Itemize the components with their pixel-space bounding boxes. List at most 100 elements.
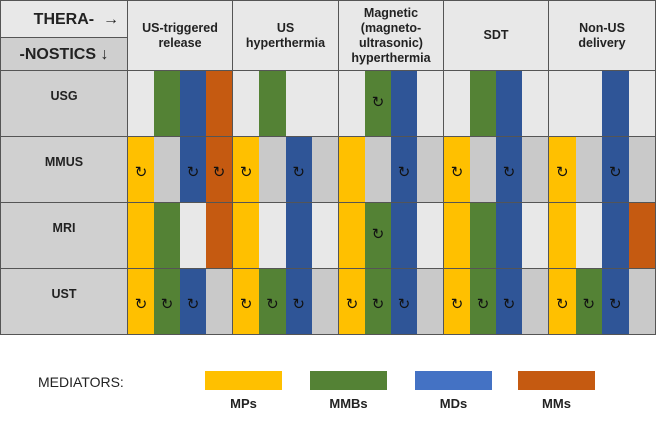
matrix-cell: ↻ ↻ ↻	[232, 268, 339, 335]
therapy-header: Magnetic (magneto-ultrasonic) hyperthermia	[338, 0, 444, 71]
legend-swatch-mds	[415, 371, 492, 390]
mediator-bar-mps: ↻	[128, 137, 154, 202]
cycle-icon: ↻	[397, 295, 411, 313]
legend-title: MEDIATORS:	[38, 374, 124, 390]
cycle-icon: ↻	[212, 163, 226, 181]
cycle-icon: ↻	[239, 295, 253, 313]
cycle-icon: ↻	[608, 295, 622, 313]
mediator-bar-mds: ↻	[602, 137, 629, 202]
legend-label: MMBs	[329, 396, 368, 411]
arrow-down-icon: ↓	[100, 45, 109, 63]
legend-label: MPs	[230, 396, 257, 411]
therapy-header-line: Magnetic	[363, 5, 419, 20]
corner-thera: THERA- →	[0, 0, 128, 38]
matrix-cell: ↻	[338, 136, 444, 203]
matrix-cell	[127, 70, 233, 137]
matrix-cell: ↻ ↻ ↻	[548, 268, 656, 335]
mediator-bar-mmbs: ↻	[365, 203, 391, 268]
mediator-bar-mmbs	[154, 71, 180, 136]
mediator-bar-mms	[206, 71, 232, 136]
cycle-icon: ↻	[186, 163, 200, 181]
matrix-cell: ↻ ↻ ↻	[127, 268, 233, 335]
diagnostic-label: UST	[0, 268, 128, 335]
mediator-bar-mds	[391, 71, 417, 136]
mediator-bar-mds: ↻	[496, 137, 522, 202]
cycle-icon: ↻	[266, 295, 279, 313]
cycle-icon: ↻	[134, 295, 148, 313]
mediator-bar-mds	[602, 71, 629, 136]
mediator-bar-mds	[602, 203, 629, 268]
mediator-bar-mmbs	[259, 71, 286, 136]
cycle-icon: ↻	[371, 295, 385, 313]
mediator-bar-mps	[444, 203, 470, 268]
matrix-cell: ↻ ↻	[443, 136, 549, 203]
mediator-bar-mds	[496, 71, 522, 136]
mediator-bar-mps	[128, 203, 154, 268]
mediator-bar-mps	[339, 203, 365, 268]
legend-swatch-mmbs	[310, 371, 387, 390]
matrix-cell	[548, 70, 656, 137]
cycle-icon: ↻	[371, 93, 385, 111]
legend-swatch-mms	[518, 371, 595, 390]
mediator-bar-mds: ↻	[391, 137, 417, 202]
nostics-label: -NOSTICS	[19, 45, 96, 63]
therapy-header: SDT	[443, 0, 549, 71]
therapy-header-line: ultrasonic)	[359, 35, 423, 50]
mediator-bar-mds	[285, 203, 312, 268]
matrix-cell	[443, 202, 549, 269]
mediator-bar-mmbs: ↻	[154, 269, 180, 334]
mediator-bar-mps: ↻	[128, 269, 154, 334]
mediator-bar-mps: ↻	[444, 269, 470, 334]
therapy-header-line: hyperthermia	[351, 50, 431, 65]
cycle-icon: ↻	[134, 163, 148, 181]
legend-swatch-mps	[205, 371, 282, 390]
matrix-cell: ↻	[338, 202, 444, 269]
cycle-icon: ↻	[371, 225, 385, 243]
arrow-right-icon: →	[103, 10, 119, 28]
therapy-header-line: US	[276, 20, 295, 35]
cycle-icon: ↻	[345, 295, 359, 313]
mediator-bar-mds: ↻	[180, 137, 206, 202]
mediator-bar-mps: ↻	[233, 137, 260, 202]
matrix-cell	[548, 202, 656, 269]
mediator-bar-mps	[549, 203, 576, 268]
mediator-bar-mps: ↻	[549, 137, 576, 202]
mediator-bar-mps: ↻	[549, 269, 576, 334]
mediator-bar-mds	[391, 203, 417, 268]
mediator-bar-mds: ↻	[496, 269, 522, 334]
therapy-header-line: SDT	[483, 28, 509, 42]
mediator-bar-mds	[496, 203, 522, 268]
matrix-cell: ↻	[338, 70, 444, 137]
therapy-header-line: hyperthermia	[245, 35, 326, 50]
thera-label: THERA-	[33, 10, 95, 28]
therapy-header: US-triggered release	[127, 0, 233, 71]
therapy-header: US hyperthermia	[232, 0, 339, 71]
mediator-bar-mps: ↻	[339, 269, 365, 334]
mediator-bar-mmbs: ↻	[575, 269, 602, 334]
mediator-bar-mds: ↻	[391, 269, 417, 334]
matrix-cell	[443, 70, 549, 137]
cycle-icon: ↻	[555, 295, 569, 313]
therapy-header-line: delivery	[578, 35, 626, 50]
cycle-icon: ↻	[239, 163, 253, 181]
mediator-bar-mps	[339, 137, 365, 202]
cycle-icon: ↻	[450, 163, 464, 181]
diagnostic-label: MRI	[0, 202, 128, 269]
mediator-bar-mps: ↻	[233, 269, 260, 334]
cycle-icon: ↻	[450, 295, 464, 313]
diagnostic-label: MMUS	[0, 136, 128, 203]
cycle-icon: ↻	[582, 295, 596, 313]
mediator-bar-mmbs	[470, 71, 496, 136]
mediator-bar-mmbs: ↻	[365, 71, 391, 136]
legend-label: MMs	[542, 396, 571, 411]
mediator-bar-mds	[180, 71, 206, 136]
mediator-bar-mds: ↻	[285, 137, 312, 202]
mediator-bar-mps: ↻	[444, 137, 470, 202]
mediator-bar-mds: ↻	[180, 269, 206, 334]
matrix-cell: ↻ ↻	[548, 136, 656, 203]
therapy-header-line: Non-US	[579, 20, 625, 35]
cycle-icon: ↻	[397, 163, 411, 181]
corner-nostics: -NOSTICS ↓	[0, 37, 128, 71]
diagnostic-label: USG	[0, 70, 128, 137]
